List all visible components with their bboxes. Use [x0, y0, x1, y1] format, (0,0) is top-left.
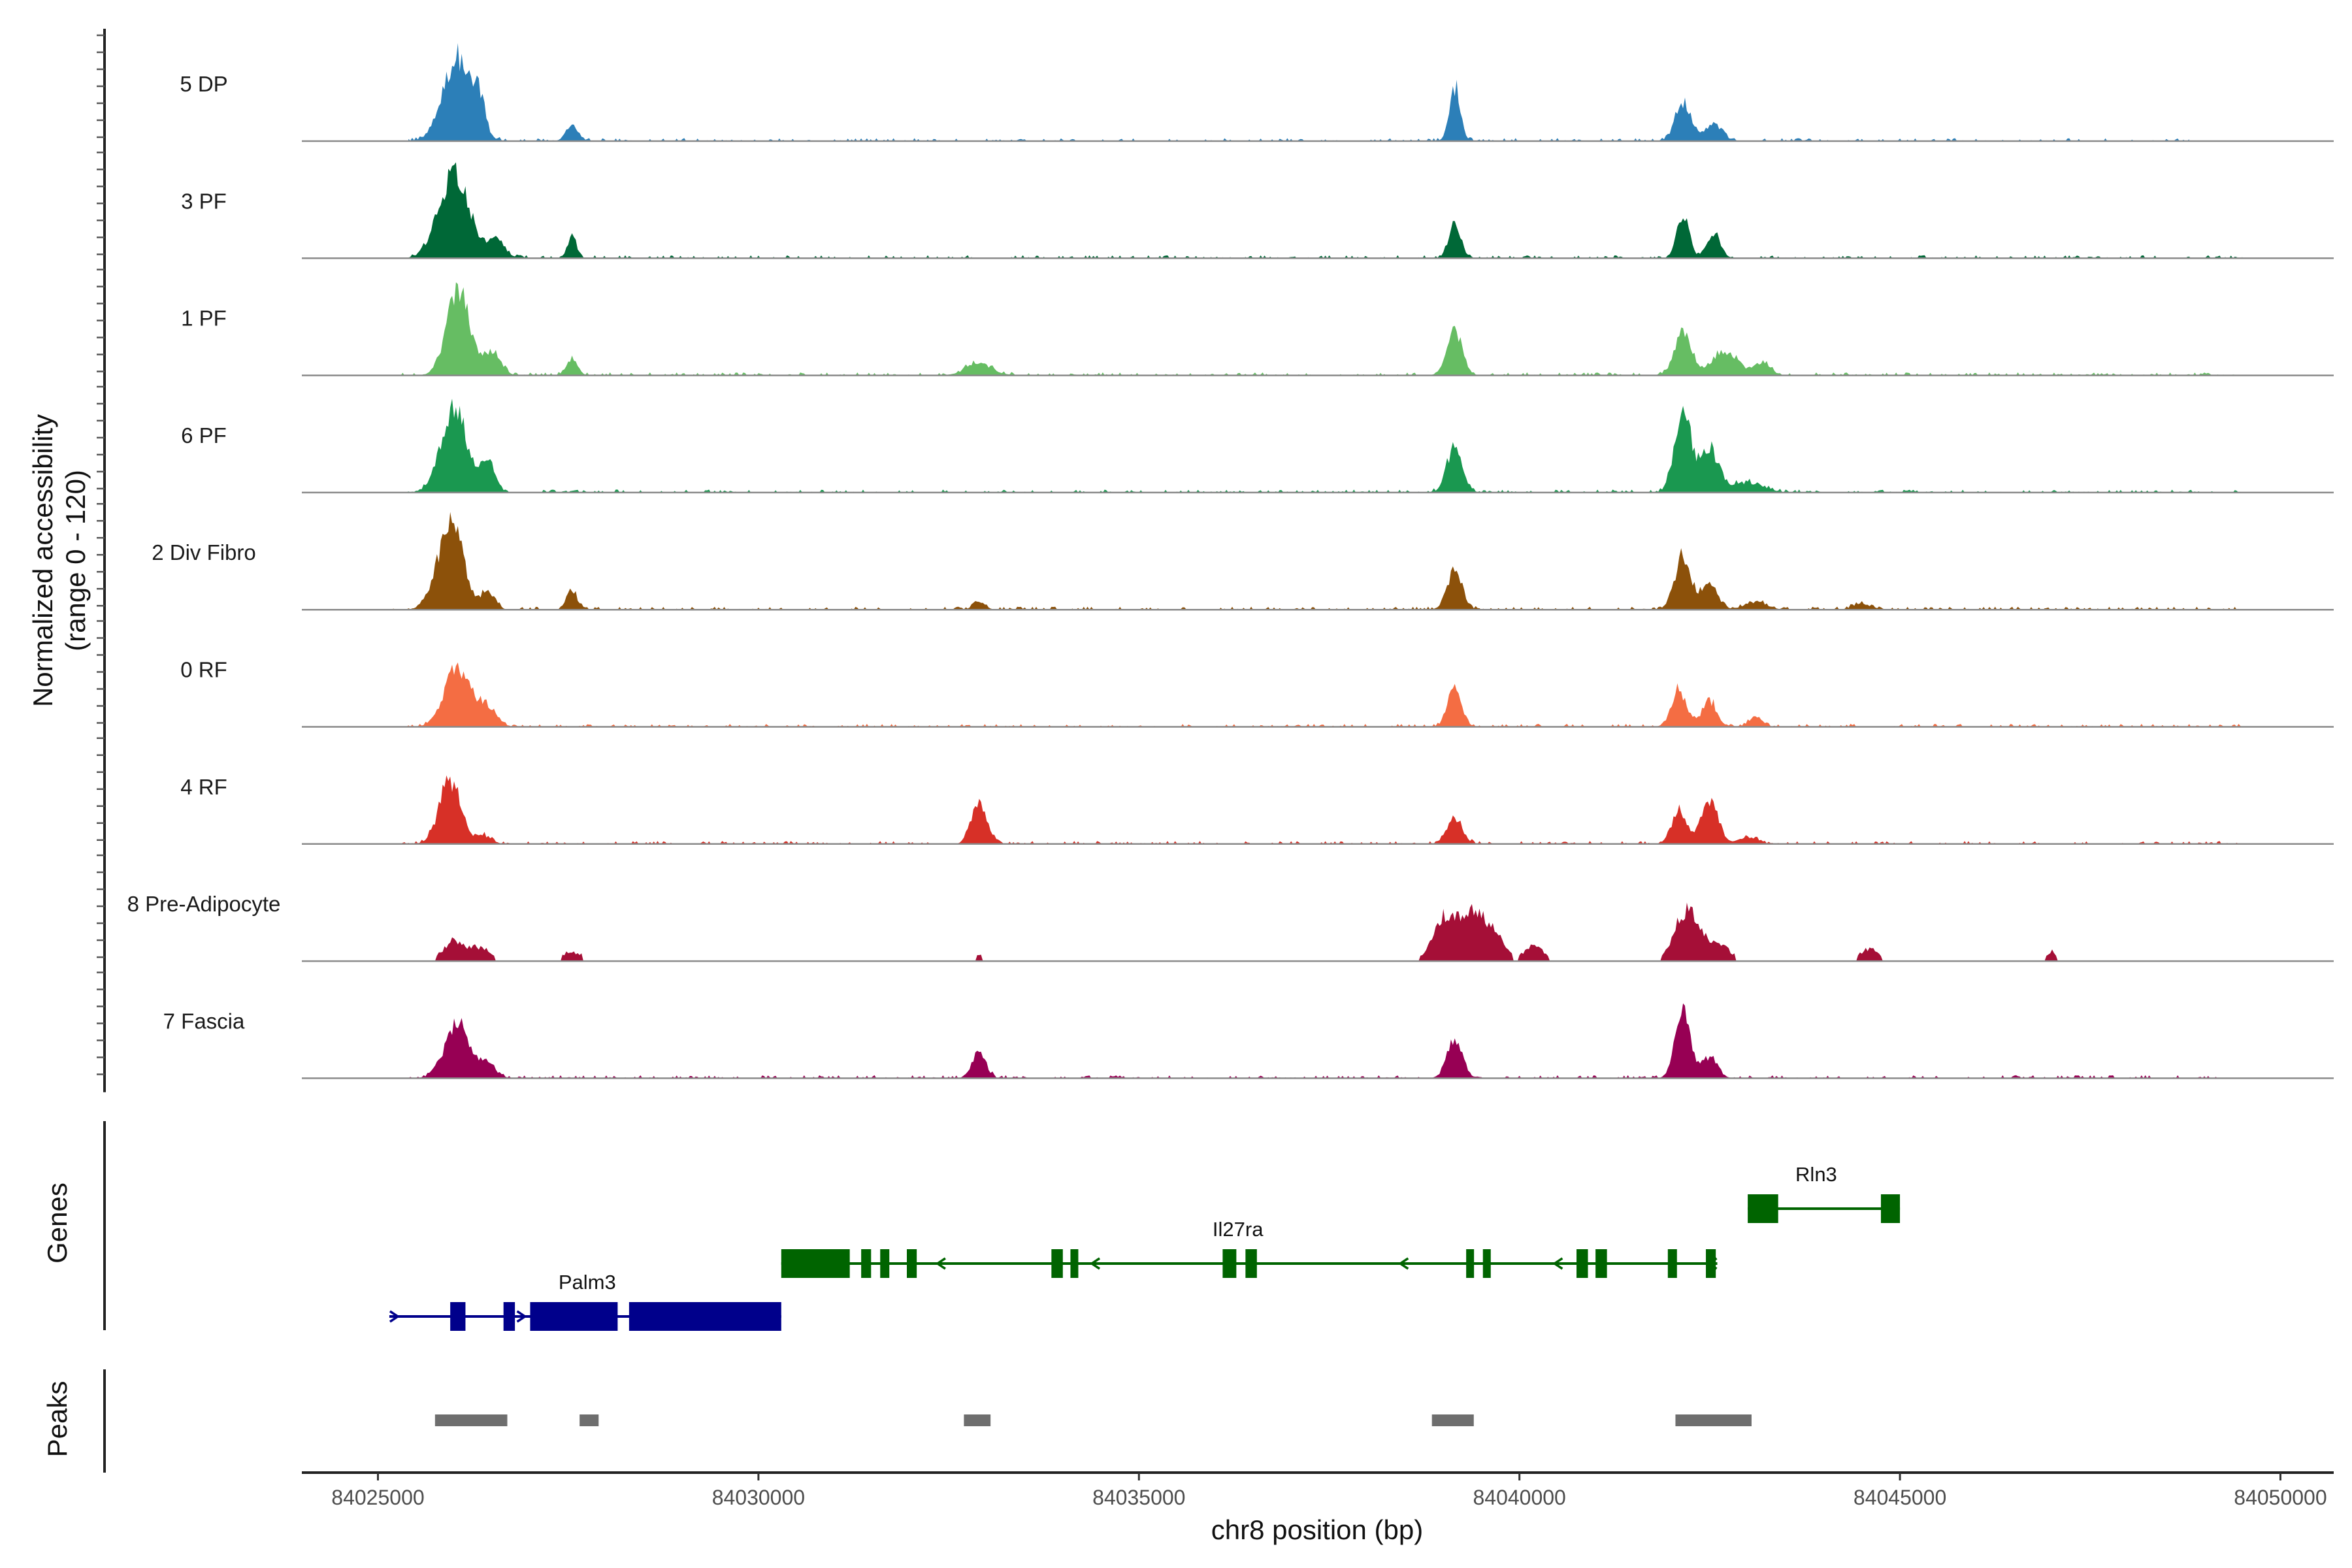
track-7-fascia: 7 Fascia — [163, 1003, 2334, 1079]
gene-exon — [1482, 1249, 1491, 1278]
x-axis-title: chr8 position (bp) — [1211, 1514, 1424, 1545]
track-label: 2 Div Fibro — [152, 540, 256, 564]
coverage-area — [400, 662, 2243, 727]
gene-exon — [907, 1249, 917, 1278]
x-axis: 84025000 84030000 84035000 84040000 84045000… — [97, 29, 2334, 1509]
peak-annotations — [434, 1414, 1752, 1426]
gene-exon — [1245, 1249, 1257, 1278]
x-tick-label: 84030000 — [712, 1486, 805, 1509]
gene-exon — [1880, 1194, 1901, 1223]
gene-exon — [1576, 1249, 1588, 1278]
coverage-area — [408, 1003, 2227, 1079]
gene-label: Rln3 — [1795, 1163, 1837, 1186]
gene-annotations: Palm3 Il27ra Rln3 — [389, 1163, 1901, 1331]
coverage-area — [408, 43, 2189, 141]
coverage-area — [400, 162, 2243, 259]
gene-il27ra: Il27ra — [781, 1218, 1718, 1278]
gene-exon — [629, 1302, 781, 1331]
peak-bar — [1431, 1414, 1474, 1426]
gene-exon — [503, 1302, 515, 1331]
gene-exon — [1070, 1249, 1079, 1278]
track-3-pf: 3 PF — [181, 162, 2334, 259]
track-8-pre-adipocyte: 8 Pre-Adipocyte — [127, 892, 2334, 962]
coverage-area — [400, 902, 2220, 962]
gene-label: Palm3 — [559, 1271, 616, 1294]
gene-exon — [530, 1302, 618, 1331]
x-tick-label: 84045000 — [1854, 1486, 1946, 1509]
strand-arrow — [1089, 1257, 1101, 1270]
track-label: 7 Fascia — [163, 1009, 245, 1033]
genes-panel-title: Genes — [42, 1183, 73, 1264]
peak-bar — [1675, 1414, 1752, 1426]
strand-arrow — [1398, 1257, 1409, 1270]
track-1-pf: 1 PF — [181, 282, 2334, 376]
track-0-rf: 0 RF — [180, 658, 2334, 728]
peak-bar — [964, 1414, 991, 1426]
gene-exon — [1595, 1249, 1607, 1278]
gene-exon — [1706, 1249, 1716, 1278]
coverage-area — [400, 775, 2243, 844]
gene-palm3: Palm3 — [389, 1271, 781, 1331]
x-tick-label: 84040000 — [1473, 1486, 1565, 1509]
gene-rln3: Rln3 — [1747, 1163, 1901, 1223]
x-tick-label: 84025000 — [331, 1486, 424, 1509]
track-label: 8 Pre-Adipocyte — [127, 892, 281, 916]
gene-label: Il27ra — [1213, 1218, 1264, 1241]
track-label: 0 RF — [180, 658, 227, 682]
gene-exon — [1222, 1249, 1237, 1278]
track-6-pf: 6 PF — [181, 399, 2334, 494]
track-4-rf: 4 RF — [180, 775, 2334, 845]
peak-bar — [434, 1414, 508, 1426]
gene-exon — [880, 1249, 890, 1278]
x-tick-label: 84050000 — [2234, 1486, 2327, 1509]
y-axis-title-line1: Normalized accessibility — [27, 414, 58, 707]
peaks-panel-title: Peaks — [42, 1381, 73, 1458]
gene-exon — [861, 1249, 872, 1278]
track-label: 5 DP — [180, 72, 227, 96]
track-label: 4 RF — [180, 775, 227, 799]
strand-arrow — [389, 1310, 400, 1323]
gene-exon — [450, 1302, 466, 1331]
track-label: 3 PF — [181, 189, 227, 213]
track-2-div-fibro: 2 Div Fibro — [152, 512, 2334, 611]
gene-exon — [1466, 1249, 1475, 1278]
coverage-area — [393, 512, 2243, 610]
gene-exon — [781, 1249, 850, 1278]
x-tick-label: 84035000 — [1092, 1486, 1185, 1509]
track-label: 6 PF — [181, 423, 227, 448]
coverage-area — [400, 282, 2243, 376]
strand-arrow — [935, 1257, 946, 1270]
strand-arrow — [516, 1310, 527, 1323]
y-axis-title-line2: (range 0 - 120) — [60, 470, 91, 651]
peak-bar — [580, 1414, 599, 1426]
gene-exon — [1748, 1194, 1778, 1223]
gene-exon — [1667, 1249, 1677, 1278]
gene-exon — [1051, 1249, 1063, 1278]
coverage-area — [400, 399, 2243, 493]
strand-arrow — [1552, 1257, 1563, 1270]
coverage-tracks: 5 DP 3 PF 1 PF 6 PF 2 Div Fibro 0 RF 4 RF 8 Pre… — [127, 43, 2334, 1079]
track-5-dp: 5 DP — [180, 43, 2334, 142]
track-label: 1 PF — [181, 306, 227, 331]
